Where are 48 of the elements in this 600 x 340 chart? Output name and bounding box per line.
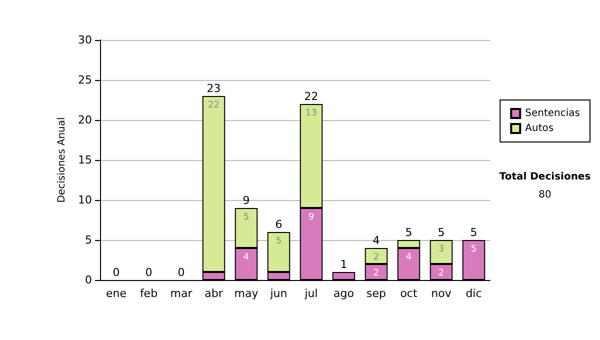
legend-label: Sentencias	[525, 108, 580, 119]
x-tick-label: may	[234, 287, 259, 300]
y-tick-label: 0	[85, 274, 92, 286]
total-label: 6	[275, 218, 282, 231]
x-tick-label: ago	[334, 287, 354, 300]
x-tick-label: oct	[400, 287, 418, 300]
data-label: 4	[406, 252, 412, 262]
y-tick-label: 10	[78, 194, 92, 206]
y-tick-label: 15	[78, 154, 92, 166]
total-label: 0	[145, 266, 152, 279]
x-tick-label: jul	[304, 287, 318, 300]
total-label: 9	[242, 194, 250, 207]
text: 80	[538, 190, 552, 200]
y-tick-label: 25	[78, 74, 92, 86]
total-label: 0	[112, 266, 120, 279]
legend-label: Autos	[525, 123, 554, 134]
y-tick-label: 5	[85, 234, 92, 246]
y-tick-label: 30	[78, 34, 92, 46]
total-label: 0	[178, 266, 185, 279]
total-label: 23	[206, 82, 221, 95]
data-label: 4	[243, 252, 250, 262]
x-tick-label: sep	[366, 287, 386, 300]
data-label: 5	[470, 244, 477, 254]
y-tick-label: 20	[78, 114, 92, 126]
total-label: 4	[372, 234, 380, 247]
y-axis-title: Decisiones Anual	[56, 117, 68, 203]
data-label: 13	[306, 108, 317, 118]
data-label: 5	[243, 212, 250, 222]
x-tick-label: jun	[269, 287, 288, 300]
data-label: 2	[373, 252, 380, 262]
data-label: 22	[208, 100, 220, 110]
x-tick-label: ene	[106, 287, 127, 300]
text: Total Decisiones	[499, 172, 591, 182]
x-tick-label: abr	[204, 287, 224, 300]
x-tick-label: mar	[170, 287, 193, 300]
data-label: 3	[438, 244, 444, 254]
x-tick-label: nov	[431, 287, 452, 300]
total-label: 5	[438, 226, 445, 239]
total-label: 5	[470, 226, 478, 239]
data-label: 5	[276, 236, 282, 246]
total-label: 5	[405, 226, 412, 239]
data-label: 2	[438, 268, 444, 278]
x-tick-label: dic	[466, 287, 482, 300]
data-label: 2	[373, 268, 380, 278]
x-tick-label: feb	[140, 287, 158, 300]
data-label: 9	[308, 212, 314, 222]
total-label: 1	[340, 258, 348, 271]
total-label: 22	[304, 90, 318, 103]
